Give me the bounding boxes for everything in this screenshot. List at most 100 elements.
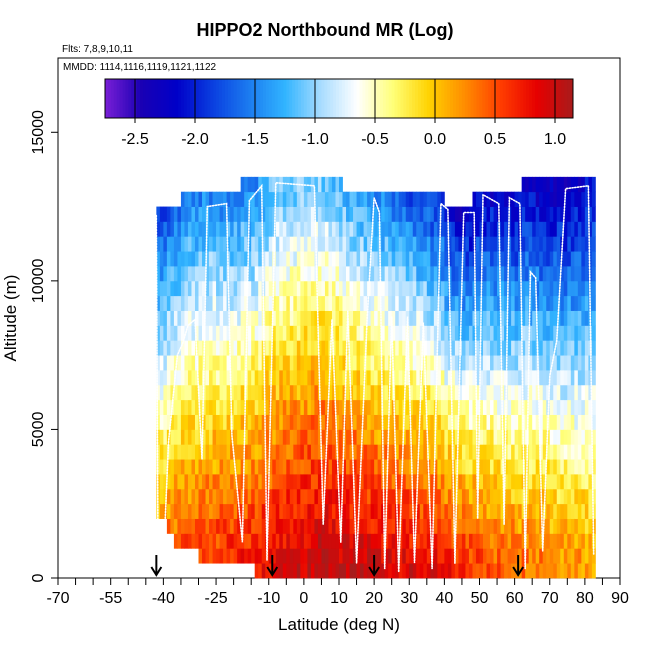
heatmap-cell xyxy=(430,503,435,519)
heatmap-cell xyxy=(258,355,263,371)
heatmap-cell xyxy=(454,399,459,415)
heatmap-cell xyxy=(314,325,319,341)
heatmap-cell xyxy=(549,280,554,297)
heatmap-cell xyxy=(300,355,305,371)
heatmap-cell xyxy=(331,414,336,430)
heatmap-cell xyxy=(303,533,308,549)
heatmap-cell xyxy=(377,503,382,519)
heatmap-cell xyxy=(430,221,435,237)
heatmap-cell xyxy=(342,488,347,505)
heatmap-cell xyxy=(289,340,294,356)
heatmap-cell xyxy=(451,563,456,579)
heatmap-cell xyxy=(493,548,498,564)
heatmap-cell xyxy=(553,488,558,505)
heatmap-cell xyxy=(194,191,199,207)
heatmap-cell xyxy=(395,295,400,311)
heatmap-cell xyxy=(490,280,494,297)
heatmap-cell xyxy=(532,563,537,579)
heatmap-cell xyxy=(525,251,530,267)
heatmap-cell xyxy=(251,236,256,252)
heatmap-cell xyxy=(237,310,242,326)
heatmap-cell xyxy=(521,295,526,311)
heatmap-cell xyxy=(539,176,544,193)
heatmap-cell xyxy=(353,414,357,430)
heatmap-cell xyxy=(549,236,554,252)
heatmap-cell xyxy=(465,370,470,386)
heatmap-cell xyxy=(570,295,575,311)
heatmap-cell xyxy=(440,310,445,326)
heatmap-cell xyxy=(216,503,220,519)
heatmap-cell xyxy=(335,563,340,579)
flight-tracks xyxy=(155,181,595,573)
heatmap-cell xyxy=(339,295,343,311)
heatmap-cell xyxy=(317,459,322,475)
heatmap-cell xyxy=(514,236,519,252)
heatmap-cell xyxy=(205,355,210,371)
heatmap-cell xyxy=(574,340,579,356)
heatmap-cell xyxy=(272,429,277,445)
heatmap-cell xyxy=(163,325,168,341)
heatmap-cell xyxy=(437,414,442,430)
heatmap-cell xyxy=(405,370,410,386)
heatmap-cell xyxy=(247,325,252,341)
heatmap-cell xyxy=(461,533,466,549)
heatmap-cell xyxy=(374,459,379,475)
heatmap-cell xyxy=(205,414,210,430)
heatmap-cell xyxy=(191,266,196,282)
heatmap-cell xyxy=(230,533,235,549)
heatmap-cell xyxy=(567,310,572,326)
heatmap-cell xyxy=(479,518,484,534)
heatmap-cell xyxy=(342,355,347,371)
heatmap-cell xyxy=(370,399,375,415)
heatmap-cell xyxy=(556,280,561,297)
heatmap-cell xyxy=(180,444,185,460)
heatmap-cell xyxy=(507,474,512,490)
heatmap-cell xyxy=(461,251,466,267)
heatmap-cell xyxy=(244,429,249,445)
heatmap-cell xyxy=(409,340,414,356)
heatmap-cell xyxy=(454,518,459,534)
heatmap-cell xyxy=(514,503,519,519)
colorbar-band xyxy=(432,79,437,118)
heatmap-cell xyxy=(303,266,308,282)
heatmap-cell xyxy=(458,414,463,430)
heatmap-cell xyxy=(419,533,424,549)
heatmap-cell xyxy=(535,280,540,297)
heatmap-cell xyxy=(247,414,252,430)
heatmap-cell xyxy=(254,191,259,207)
heatmap-cell xyxy=(367,340,372,356)
colorbar-band xyxy=(295,79,299,118)
heatmap-cell xyxy=(223,414,227,430)
heatmap-cell xyxy=(223,206,227,222)
heatmap-cell xyxy=(528,310,533,326)
heatmap-cell xyxy=(539,206,544,222)
heatmap-cell xyxy=(570,518,575,534)
heatmap-cell xyxy=(409,221,414,237)
heatmap-cell xyxy=(300,563,305,579)
heatmap-cell xyxy=(416,221,421,237)
heatmap-cell xyxy=(272,444,277,460)
heatmap-cell xyxy=(518,503,523,519)
heatmap-cell xyxy=(349,444,354,460)
heatmap-cell xyxy=(279,325,284,341)
heatmap-cell xyxy=(507,280,512,297)
heatmap-cell xyxy=(444,295,449,311)
heatmap-cell xyxy=(237,191,242,207)
heatmap-cell xyxy=(268,533,273,549)
heatmap-cell xyxy=(282,503,287,519)
heatmap-cell xyxy=(314,191,319,207)
heatmap-cell xyxy=(486,280,491,297)
heatmap-cell xyxy=(339,266,343,282)
colorbar-band xyxy=(157,79,162,118)
heatmap-cell xyxy=(511,295,516,311)
heatmap-cell xyxy=(475,399,480,415)
heatmap-cell xyxy=(528,206,533,222)
heatmap-cell xyxy=(553,503,558,519)
heatmap-cell xyxy=(504,340,508,356)
heatmap-cell xyxy=(419,325,424,341)
heatmap-cell xyxy=(500,563,505,579)
heatmap-cell xyxy=(328,176,333,193)
heatmap-cell xyxy=(584,399,589,415)
colorbar-band xyxy=(429,79,434,118)
heatmap-cell xyxy=(539,251,544,267)
